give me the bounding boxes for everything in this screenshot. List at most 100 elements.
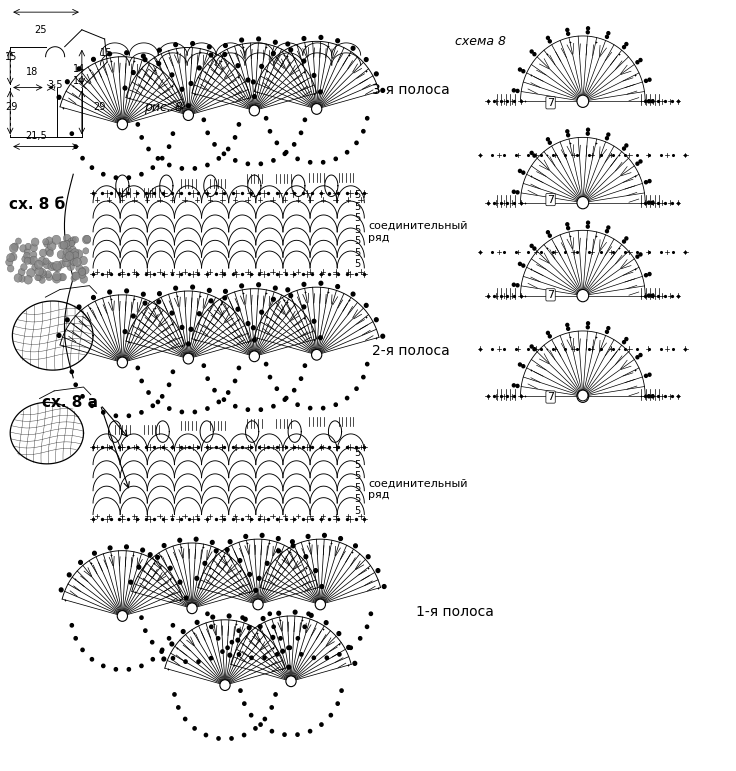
Circle shape <box>625 42 628 45</box>
Circle shape <box>293 143 296 146</box>
Circle shape <box>24 258 31 264</box>
Point <box>672 197 684 209</box>
Point <box>131 268 143 281</box>
Circle shape <box>289 294 293 298</box>
Circle shape <box>351 46 355 50</box>
Circle shape <box>312 319 316 323</box>
Circle shape <box>639 354 642 357</box>
Circle shape <box>241 616 244 619</box>
Circle shape <box>587 225 590 228</box>
Circle shape <box>291 544 295 547</box>
Circle shape <box>102 411 105 414</box>
Point <box>595 246 607 258</box>
Circle shape <box>530 345 533 348</box>
Circle shape <box>46 274 52 281</box>
Circle shape <box>522 365 525 368</box>
Circle shape <box>312 656 316 659</box>
Point <box>271 268 283 281</box>
Circle shape <box>187 603 197 614</box>
Circle shape <box>71 237 77 243</box>
Circle shape <box>623 240 626 243</box>
Text: 5: 5 <box>354 471 360 481</box>
Circle shape <box>577 95 589 107</box>
Point <box>262 268 274 281</box>
Circle shape <box>14 274 22 282</box>
Point <box>96 268 107 281</box>
Circle shape <box>289 48 293 52</box>
Circle shape <box>639 59 642 62</box>
Circle shape <box>242 733 246 737</box>
Circle shape <box>30 251 37 258</box>
Circle shape <box>272 405 275 408</box>
Circle shape <box>518 262 521 265</box>
Circle shape <box>213 389 216 392</box>
Circle shape <box>272 625 275 628</box>
Point <box>656 149 668 161</box>
Circle shape <box>264 362 268 365</box>
Circle shape <box>319 281 323 285</box>
Circle shape <box>261 617 265 621</box>
Text: 7: 7 <box>547 194 554 204</box>
Circle shape <box>144 629 147 632</box>
Circle shape <box>530 50 533 53</box>
Circle shape <box>533 52 536 56</box>
Point <box>498 149 510 161</box>
Circle shape <box>183 717 187 721</box>
Circle shape <box>512 283 515 286</box>
Circle shape <box>259 162 263 166</box>
Circle shape <box>228 540 232 544</box>
Circle shape <box>303 364 306 367</box>
Circle shape <box>213 143 216 146</box>
Point <box>332 187 344 200</box>
Circle shape <box>567 327 570 330</box>
Point <box>607 246 619 258</box>
Point <box>547 149 559 161</box>
Point <box>306 441 318 453</box>
Circle shape <box>171 370 174 373</box>
Circle shape <box>651 201 654 204</box>
Point <box>131 441 143 453</box>
Point <box>323 513 335 525</box>
Point <box>341 441 353 453</box>
Point <box>192 268 204 281</box>
Point <box>140 187 152 200</box>
Circle shape <box>302 305 305 309</box>
Circle shape <box>92 57 95 61</box>
Circle shape <box>639 160 642 163</box>
Circle shape <box>220 680 230 691</box>
Point <box>534 342 546 355</box>
Circle shape <box>63 241 70 247</box>
Circle shape <box>286 676 296 687</box>
Circle shape <box>18 268 25 275</box>
Text: 15: 15 <box>100 48 113 58</box>
Point <box>358 187 370 200</box>
Circle shape <box>283 152 286 156</box>
Point <box>122 268 134 281</box>
Circle shape <box>257 283 261 287</box>
Circle shape <box>51 263 57 269</box>
Text: 5: 5 <box>354 236 360 246</box>
Circle shape <box>358 637 362 640</box>
Circle shape <box>261 534 264 537</box>
Circle shape <box>66 318 69 322</box>
Circle shape <box>136 123 139 126</box>
Circle shape <box>151 658 155 661</box>
Point <box>158 513 169 525</box>
Circle shape <box>577 197 589 209</box>
Point <box>643 246 655 258</box>
Circle shape <box>221 650 224 653</box>
Circle shape <box>72 237 79 243</box>
Circle shape <box>308 160 312 164</box>
Circle shape <box>302 282 305 286</box>
Circle shape <box>272 298 275 301</box>
Circle shape <box>60 588 63 592</box>
Circle shape <box>252 95 256 99</box>
Point <box>315 268 327 281</box>
Circle shape <box>183 353 194 364</box>
Circle shape <box>362 130 365 133</box>
Circle shape <box>222 398 225 401</box>
Circle shape <box>300 131 302 134</box>
Circle shape <box>43 260 52 269</box>
Circle shape <box>54 264 61 272</box>
Circle shape <box>107 290 111 294</box>
